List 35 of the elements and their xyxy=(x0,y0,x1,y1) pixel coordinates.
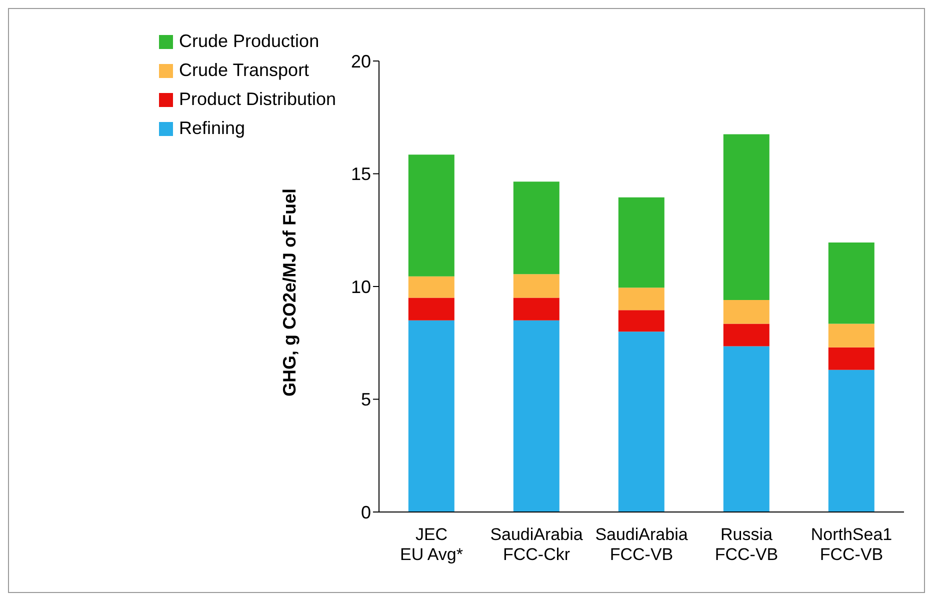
bar xyxy=(828,242,874,324)
y-tick-label: 15 xyxy=(350,164,371,184)
bar xyxy=(828,347,874,370)
bar xyxy=(513,274,560,298)
legend-label: Refining xyxy=(179,118,246,139)
bar xyxy=(828,370,874,512)
bar xyxy=(723,134,770,300)
bar xyxy=(408,154,454,276)
bar xyxy=(513,320,560,512)
x-tick-label: SaudiArabia FCC-VB xyxy=(595,525,688,564)
legend-label: Crude Production xyxy=(179,31,320,52)
y-tick-label: 5 xyxy=(360,390,371,410)
bar xyxy=(408,276,454,298)
x-tick-label: NorthSea1 FCC-VB xyxy=(810,525,892,564)
x-tick-label: JEC EU Avg* xyxy=(400,525,464,564)
legend-label: Crude Transport xyxy=(179,60,310,81)
x-tick-label: SaudiArabia FCC-Ckr xyxy=(490,525,584,564)
bar xyxy=(618,310,664,332)
legend-label: Product Distribution xyxy=(179,89,336,110)
bar xyxy=(408,320,454,512)
bar xyxy=(618,332,664,512)
y-axis-title: GHG, g CO2e/MJ of Fuel xyxy=(279,188,300,396)
bar xyxy=(723,300,770,324)
bar xyxy=(513,298,560,320)
bar xyxy=(408,298,454,320)
x-tick-label: Russia FCC-VB xyxy=(714,525,778,564)
y-tick-label: 10 xyxy=(350,276,371,297)
y-tick-label: 0 xyxy=(360,502,371,522)
bar xyxy=(828,324,874,348)
bar xyxy=(618,288,664,310)
bar xyxy=(513,182,560,274)
y-tick-label: 20 xyxy=(350,51,371,72)
bar xyxy=(723,346,770,512)
bar xyxy=(618,197,664,288)
bar xyxy=(723,324,770,346)
